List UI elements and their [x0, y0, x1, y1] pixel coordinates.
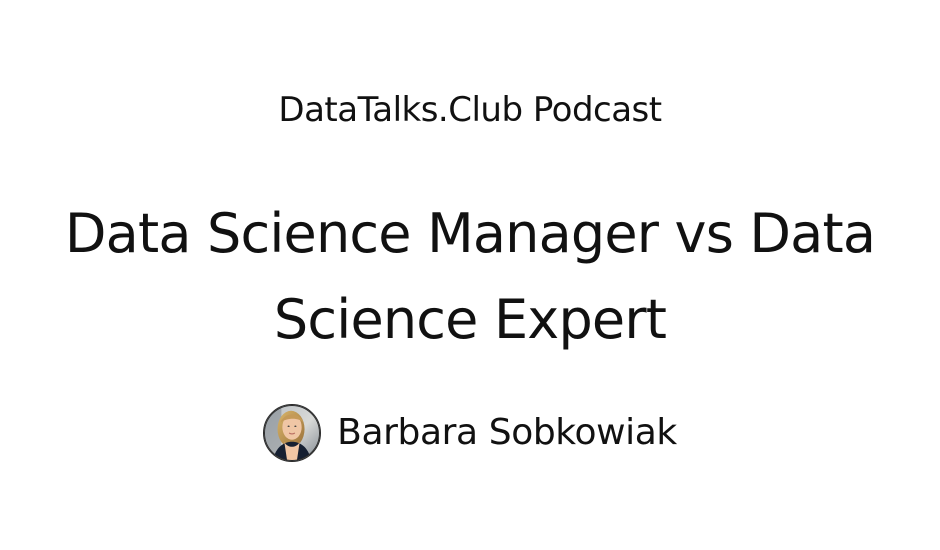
- guest-name: Barbara Sobkowiak: [337, 412, 677, 453]
- podcast-name: DataTalks.Club Podcast: [278, 90, 662, 130]
- episode-title: Data Science Manager vs Data Science Exp…: [64, 202, 876, 351]
- guest-info: Barbara Sobkowiak: [0, 403, 940, 463]
- guest-avatar-icon: [263, 404, 322, 462]
